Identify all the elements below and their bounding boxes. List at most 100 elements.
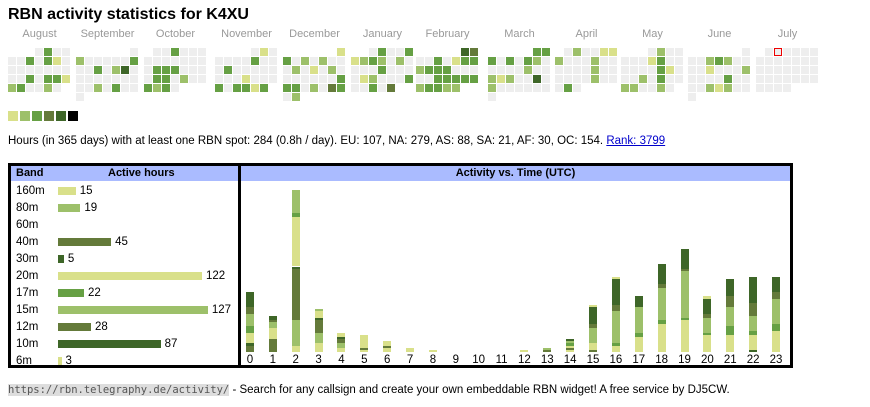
day-cell[interactable] (591, 66, 599, 74)
day-cell[interactable] (180, 75, 188, 83)
day-cell[interactable] (639, 66, 647, 74)
day-cell[interactable] (26, 75, 34, 83)
day-cell[interactable] (269, 48, 277, 56)
day-cell[interactable] (396, 66, 404, 74)
day-cell[interactable] (697, 66, 705, 74)
day-cell[interactable] (319, 84, 327, 92)
day-cell[interactable] (461, 57, 469, 65)
day-cell[interactable] (657, 66, 665, 74)
day-cell[interactable] (648, 57, 656, 65)
day-cell[interactable] (648, 75, 656, 83)
day-cell[interactable] (774, 84, 782, 92)
day-cell[interactable] (582, 66, 590, 74)
day-cell[interactable] (600, 66, 608, 74)
day-cell[interactable] (724, 66, 732, 74)
day-cell[interactable] (666, 75, 674, 83)
day-cell[interactable] (310, 84, 318, 92)
day-cell[interactable] (215, 57, 223, 65)
day-cell[interactable] (564, 66, 572, 74)
day-cell[interactable] (171, 48, 179, 56)
day-cell[interactable] (630, 57, 638, 65)
day-cell[interactable] (706, 84, 714, 92)
day-cell[interactable] (269, 75, 277, 83)
day-cell[interactable] (706, 75, 714, 83)
day-cell[interactable] (742, 66, 750, 74)
day-cell[interactable] (497, 84, 505, 92)
day-cell[interactable] (233, 84, 241, 92)
day-cell[interactable] (387, 84, 395, 92)
day-cell[interactable] (337, 48, 345, 56)
day-cell[interactable] (801, 48, 809, 56)
day-cell[interactable] (62, 66, 70, 74)
day-cell[interactable] (609, 75, 617, 83)
day-cell[interactable] (774, 66, 782, 74)
day-cell[interactable] (524, 66, 532, 74)
day-cell[interactable] (378, 48, 386, 56)
day-cell[interactable] (319, 57, 327, 65)
day-cell[interactable] (17, 84, 25, 92)
day-cell[interactable] (461, 48, 469, 56)
day-cell[interactable] (792, 75, 800, 83)
day-cell[interactable] (461, 66, 469, 74)
day-cell[interactable] (573, 66, 581, 74)
day-cell[interactable] (283, 84, 291, 92)
day-cell[interactable] (198, 48, 206, 56)
day-cell[interactable] (533, 57, 541, 65)
day-cell[interactable] (44, 57, 52, 65)
day-cell[interactable] (103, 66, 111, 74)
day-cell[interactable] (26, 57, 34, 65)
day-cell[interactable] (591, 75, 599, 83)
day-cell[interactable] (378, 66, 386, 74)
day-cell[interactable] (648, 66, 656, 74)
day-cell[interactable] (621, 57, 629, 65)
day-cell[interactable] (319, 66, 327, 74)
day-cell[interactable] (425, 84, 433, 92)
day-cell[interactable] (351, 75, 359, 83)
day-cell[interactable] (94, 66, 102, 74)
day-cell[interactable] (35, 66, 43, 74)
day-cell[interactable] (251, 48, 259, 56)
day-cell[interactable] (555, 75, 563, 83)
day-cell[interactable] (609, 48, 617, 56)
day-cell[interactable] (153, 57, 161, 65)
day-cell[interactable] (112, 57, 120, 65)
day-cell[interactable] (675, 66, 683, 74)
day-cell[interactable] (765, 57, 773, 65)
day-cell[interactable] (506, 75, 514, 83)
day-cell[interactable] (783, 57, 791, 65)
day-cell[interactable] (742, 57, 750, 65)
day-cell[interactable] (292, 84, 300, 92)
day-cell[interactable] (171, 84, 179, 92)
day-cell[interactable] (360, 75, 368, 83)
day-cell[interactable] (416, 57, 424, 65)
day-cell[interactable] (121, 57, 129, 65)
day-cell[interactable] (269, 66, 277, 74)
day-cell[interactable] (301, 66, 309, 74)
day-cell[interactable] (162, 48, 170, 56)
day-cell[interactable] (162, 66, 170, 74)
day-cell[interactable] (573, 84, 581, 92)
day-cell[interactable] (337, 84, 345, 92)
day-cell[interactable] (53, 66, 61, 74)
day-cell[interactable] (564, 48, 572, 56)
day-cell[interactable] (774, 57, 782, 65)
day-cell[interactable] (8, 66, 16, 74)
day-cell[interactable] (591, 57, 599, 65)
day-cell[interactable] (533, 48, 541, 56)
day-cell[interactable] (488, 66, 496, 74)
day-cell[interactable] (639, 75, 647, 83)
day-cell[interactable] (639, 57, 647, 65)
day-cell[interactable] (724, 84, 732, 92)
day-cell[interactable] (328, 66, 336, 74)
day-cell[interactable] (94, 75, 102, 83)
day-cell[interactable] (688, 93, 696, 101)
day-cell[interactable] (292, 93, 300, 101)
day-cell[interactable] (44, 66, 52, 74)
day-cell[interactable] (697, 84, 705, 92)
day-cell[interactable] (103, 57, 111, 65)
day-cell[interactable] (774, 75, 782, 83)
day-cell[interactable] (675, 48, 683, 56)
day-cell[interactable] (524, 84, 532, 92)
day-cell[interactable] (351, 84, 359, 92)
day-cell[interactable] (112, 66, 120, 74)
